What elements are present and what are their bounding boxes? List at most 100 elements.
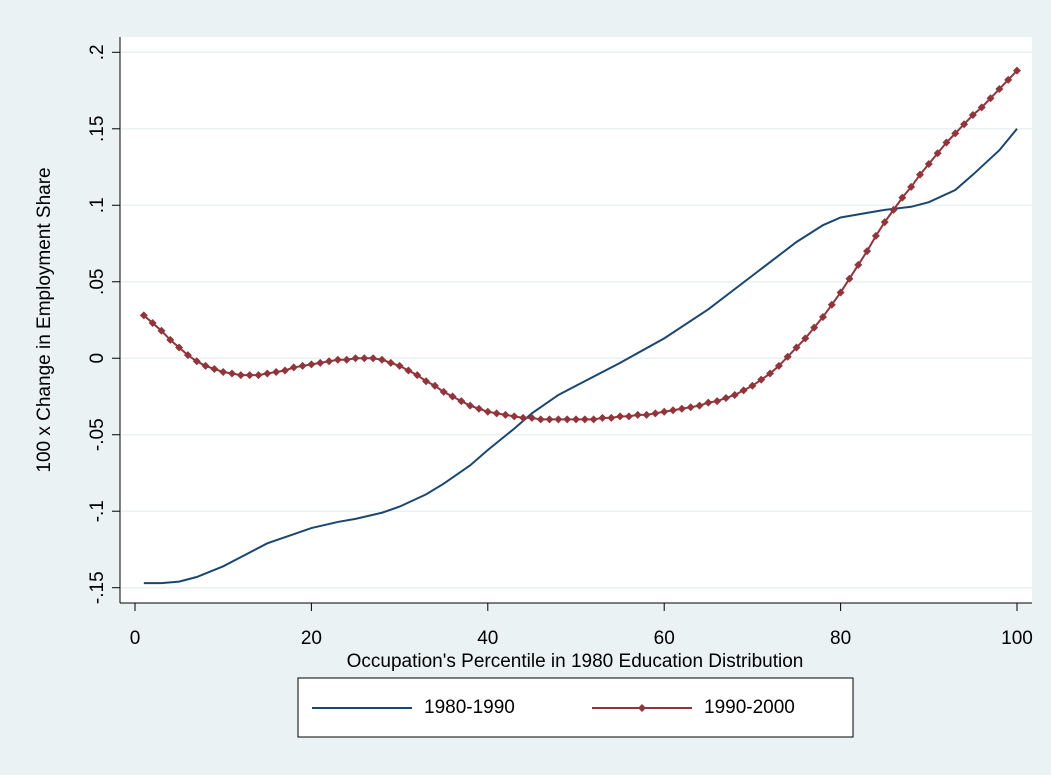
x-tick-label: 80 bbox=[830, 628, 851, 649]
x-tick-label: 0 bbox=[130, 628, 141, 649]
y-tick-label: -.05 bbox=[87, 418, 108, 451]
marker bbox=[1004, 75, 1013, 84]
marker bbox=[536, 415, 545, 424]
marker bbox=[325, 357, 334, 366]
marker bbox=[845, 274, 854, 283]
marker bbox=[783, 352, 792, 361]
marker bbox=[968, 111, 977, 120]
marker bbox=[836, 288, 845, 297]
marker bbox=[915, 170, 924, 179]
marker bbox=[651, 409, 660, 418]
marker bbox=[333, 355, 342, 364]
marker bbox=[501, 410, 510, 419]
marker bbox=[413, 371, 422, 380]
legend-label: 1990-2000 bbox=[704, 697, 795, 718]
marker bbox=[519, 413, 528, 422]
marker bbox=[377, 355, 386, 364]
marker bbox=[183, 351, 192, 360]
marker bbox=[880, 218, 889, 227]
y-tick-label: .1 bbox=[87, 197, 108, 213]
marker bbox=[863, 247, 872, 256]
marker bbox=[704, 398, 713, 407]
marker bbox=[289, 363, 298, 372]
marker bbox=[748, 381, 757, 390]
marker bbox=[527, 413, 536, 422]
marker bbox=[386, 358, 395, 367]
marker bbox=[766, 369, 775, 378]
marker bbox=[545, 415, 554, 424]
marker bbox=[907, 182, 916, 191]
y-tick-label: .15 bbox=[87, 116, 108, 142]
marker bbox=[924, 159, 933, 168]
marker bbox=[942, 138, 951, 147]
y-tick-label: -.15 bbox=[87, 571, 108, 604]
marker bbox=[342, 355, 351, 364]
y-tick-label: .2 bbox=[87, 44, 108, 60]
marker bbox=[492, 409, 501, 418]
marker bbox=[818, 312, 827, 321]
marker bbox=[730, 390, 739, 399]
marker bbox=[624, 412, 633, 421]
marker bbox=[660, 407, 669, 416]
marker bbox=[960, 120, 969, 129]
marker bbox=[466, 401, 475, 410]
marker bbox=[254, 371, 263, 380]
marker bbox=[272, 368, 281, 377]
marker bbox=[774, 361, 783, 370]
marker bbox=[995, 85, 1004, 94]
x-tick-label: 60 bbox=[654, 628, 675, 649]
marker bbox=[510, 412, 519, 421]
marker bbox=[219, 368, 228, 377]
marker bbox=[210, 364, 219, 373]
marker bbox=[589, 415, 598, 424]
marker bbox=[633, 410, 642, 419]
y-axis-title: 100 x Change in Employment Share bbox=[34, 167, 55, 472]
marker bbox=[280, 366, 289, 375]
marker bbox=[474, 404, 483, 413]
marker bbox=[757, 375, 766, 384]
marker bbox=[598, 413, 607, 422]
marker bbox=[580, 415, 589, 424]
marker bbox=[669, 406, 678, 415]
marker bbox=[316, 358, 325, 367]
marker bbox=[563, 415, 572, 424]
marker bbox=[369, 354, 378, 363]
marker bbox=[422, 377, 431, 386]
x-tick-label: 100 bbox=[1001, 628, 1033, 649]
marker bbox=[430, 381, 439, 390]
marker bbox=[616, 412, 625, 421]
marker bbox=[721, 394, 730, 403]
y-tick-label: 0 bbox=[87, 353, 108, 364]
marker bbox=[228, 369, 237, 378]
marker bbox=[236, 371, 245, 380]
marker bbox=[201, 361, 210, 370]
marker bbox=[871, 231, 880, 240]
marker bbox=[827, 300, 836, 309]
marker bbox=[175, 343, 184, 352]
marker bbox=[677, 404, 686, 413]
marker bbox=[245, 371, 254, 380]
marker bbox=[404, 366, 413, 375]
x-axis-title: Occupation's Percentile in 1980 Educatio… bbox=[347, 651, 804, 672]
marker bbox=[642, 410, 651, 419]
marker bbox=[192, 357, 201, 366]
marker bbox=[448, 392, 457, 401]
marker bbox=[854, 260, 863, 269]
marker bbox=[810, 323, 819, 332]
series-line bbox=[143, 69, 1018, 421]
marker bbox=[307, 360, 316, 369]
legend-marker bbox=[638, 704, 646, 712]
marker bbox=[607, 413, 616, 422]
marker bbox=[157, 326, 166, 335]
y-tick-label: .05 bbox=[87, 269, 108, 295]
marker bbox=[395, 361, 404, 370]
marker bbox=[1013, 66, 1022, 75]
legend-label: 1980-1990 bbox=[424, 697, 515, 718]
marker bbox=[977, 103, 986, 112]
marker bbox=[951, 129, 960, 138]
marker bbox=[713, 397, 722, 406]
x-tick-label: 20 bbox=[301, 628, 322, 649]
marker bbox=[263, 369, 272, 378]
marker bbox=[554, 415, 563, 424]
